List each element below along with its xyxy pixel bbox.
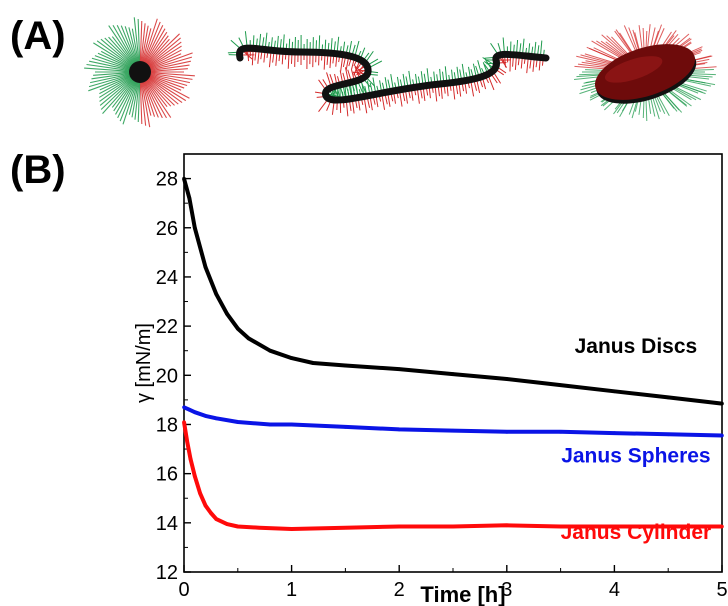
- series-point-0: [268, 348, 272, 353]
- series-point-2: [188, 457, 193, 461]
- series-point-2: [558, 524, 563, 529]
- series-line-0: [182, 178, 723, 406]
- series-point-1: [268, 422, 272, 427]
- x-tick-label: 4: [609, 579, 620, 601]
- series-point-1: [505, 430, 509, 434]
- y-tick-label: 28: [156, 169, 178, 191]
- series-point-2: [209, 511, 213, 515]
- series-point-0: [343, 363, 348, 368]
- series-point-0: [192, 225, 197, 230]
- series-point-0: [505, 377, 509, 381]
- x-tick-label: 1: [286, 579, 297, 601]
- series-point-0: [311, 361, 315, 365]
- series-point-2: [225, 522, 229, 526]
- janus-disc-illustration: [574, 24, 717, 121]
- series-point-2: [214, 517, 219, 521]
- series-point-0: [182, 176, 186, 181]
- series-point-1: [214, 416, 219, 421]
- series-point-1: [558, 430, 563, 434]
- series-point-1: [236, 420, 240, 424]
- series-point-0: [289, 356, 294, 360]
- y-tick-label: 14: [156, 513, 178, 535]
- series-line-1: [183, 405, 723, 438]
- x-tick-label: 5: [716, 579, 727, 601]
- plot-frame: [183, 153, 723, 573]
- series-point-2: [257, 525, 262, 530]
- series-point-0: [666, 395, 670, 400]
- panel-b-label: (B): [10, 148, 66, 192]
- series-point-2: [192, 474, 197, 478]
- series-point-0: [203, 265, 208, 269]
- series-point-0: [612, 389, 617, 394]
- series-point-0: [187, 196, 192, 201]
- series-point-2: [236, 524, 240, 529]
- series-point-2: [182, 420, 186, 424]
- series-point-0: [246, 336, 251, 341]
- y-tick-label: 12: [156, 562, 178, 584]
- series-point-2: [185, 439, 190, 444]
- series-point-2: [289, 527, 294, 531]
- series-point-2: [612, 524, 617, 529]
- series-annotation-1: Janus Spheres: [561, 445, 710, 468]
- series-point-0: [558, 383, 563, 387]
- panel-a-label: (A): [10, 14, 66, 58]
- series-point-1: [187, 407, 192, 412]
- series-point-0: [451, 372, 455, 376]
- series-annotation-0: Janus Discs: [575, 335, 698, 358]
- series-point-2: [343, 525, 348, 530]
- series-point-0: [720, 401, 724, 406]
- x-tick-label: 0: [178, 579, 189, 601]
- series-point-0: [397, 367, 402, 371]
- series-point-1: [289, 422, 294, 427]
- series-point-1: [182, 405, 186, 410]
- series-point-0: [236, 326, 240, 331]
- series-point-1: [451, 428, 455, 433]
- y-tick-label: 16: [156, 464, 178, 486]
- series-point-2: [666, 524, 670, 529]
- series-point-2: [198, 491, 202, 496]
- x-axis-label: Time [h]: [420, 582, 505, 606]
- series-point-2: [505, 523, 509, 528]
- series-point-1: [343, 425, 348, 429]
- y-tick-label: 26: [156, 218, 178, 240]
- series-point-1: [720, 433, 724, 438]
- x-tick-label: 2: [394, 579, 405, 601]
- series-point-1: [192, 410, 197, 414]
- series-line-2: [182, 421, 722, 531]
- series-point-1: [612, 431, 617, 435]
- series-point-1: [203, 414, 208, 418]
- series-point-1: [666, 432, 670, 437]
- series-point-0: [214, 292, 219, 296]
- janus-sphere-illustration: [84, 17, 195, 128]
- janus-cylinder-illustration: [227, 31, 550, 117]
- y-tick-label: 20: [156, 365, 178, 387]
- y-axis-label: γ [mN/m]: [133, 323, 155, 403]
- janus-particle-illustrations: [84, 17, 717, 128]
- series-point-2: [203, 503, 208, 508]
- series-point-2: [720, 524, 724, 529]
- series-annotation-2: Janus Cylinder: [561, 521, 712, 544]
- series-point-0: [225, 312, 229, 316]
- series-point-2: [451, 524, 455, 529]
- y-tick-label: 22: [156, 316, 178, 338]
- y-tick-label: 24: [156, 267, 178, 289]
- series-point-2: [397, 524, 402, 529]
- x-tick-label: 3: [501, 579, 512, 601]
- y-tick-label: 18: [156, 414, 178, 436]
- series-point-1: [397, 427, 402, 432]
